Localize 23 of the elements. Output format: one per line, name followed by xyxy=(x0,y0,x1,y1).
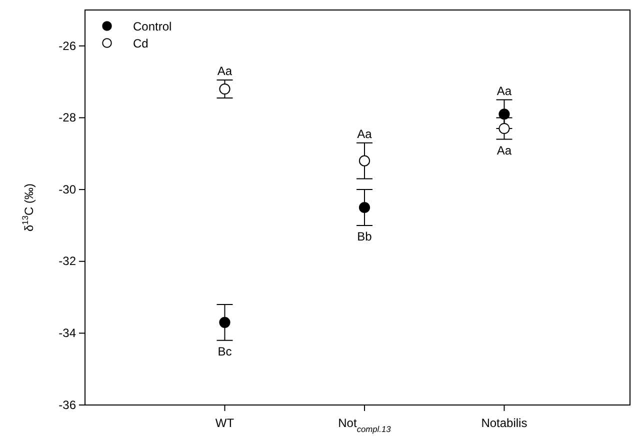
point xyxy=(498,108,510,120)
annotation: Aa xyxy=(496,84,512,98)
point xyxy=(498,122,510,134)
y-tick-label: -32 xyxy=(58,254,76,268)
legend-label: Cd xyxy=(133,36,148,50)
x-tick-label: WT xyxy=(215,416,235,430)
annotation: Bb xyxy=(357,229,372,244)
y-tick-label: -34 xyxy=(58,326,76,340)
annotation: Aa xyxy=(496,143,512,158)
y-tick-label: -36 xyxy=(58,398,76,412)
y-tick-label: -30 xyxy=(58,182,76,196)
x-tick-label: Not$_{compl.13}$ xyxy=(338,416,392,434)
point xyxy=(219,83,230,95)
legend-label: Control xyxy=(133,20,172,34)
y-tick-label: -28 xyxy=(58,110,76,125)
x-tick-label: Notabilis xyxy=(481,416,528,430)
annotation: Aa xyxy=(217,64,232,78)
annotation: Bc xyxy=(218,344,232,358)
annotation: Aa xyxy=(357,126,372,141)
point xyxy=(358,202,370,214)
y-tick-label: -26 xyxy=(58,38,76,53)
point xyxy=(219,316,230,328)
point xyxy=(358,155,370,166)
